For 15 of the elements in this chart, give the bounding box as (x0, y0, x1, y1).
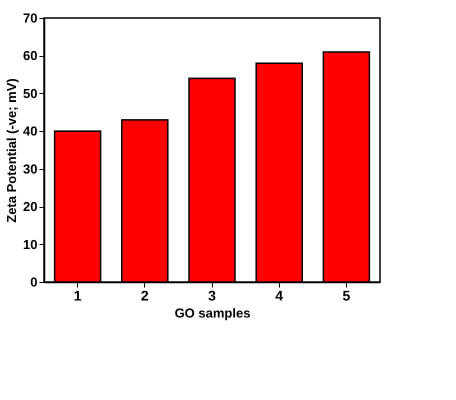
y-tick-label: 50 (23, 86, 38, 101)
y-tick-label: 10 (23, 236, 38, 252)
x-tick-label: 5 (342, 288, 350, 304)
x-axis-title: GO samples (174, 306, 250, 320)
x-tick-label: 4 (275, 288, 284, 304)
y-tick-label: 70 (23, 10, 38, 26)
x-tick-label: 2 (140, 288, 149, 304)
y-tick-label: 60 (23, 48, 38, 64)
y-axis-title: Zeta Potential (-ve; mV) (4, 78, 20, 223)
y-tick-label: 20 (23, 199, 38, 214)
y-tick-label: 0 (30, 274, 38, 290)
x-tick-label: 1 (74, 288, 82, 304)
x-tick-label: 3 (208, 288, 216, 304)
y-tick-label: 40 (23, 124, 38, 139)
y-tick-label: 30 (23, 161, 38, 176)
